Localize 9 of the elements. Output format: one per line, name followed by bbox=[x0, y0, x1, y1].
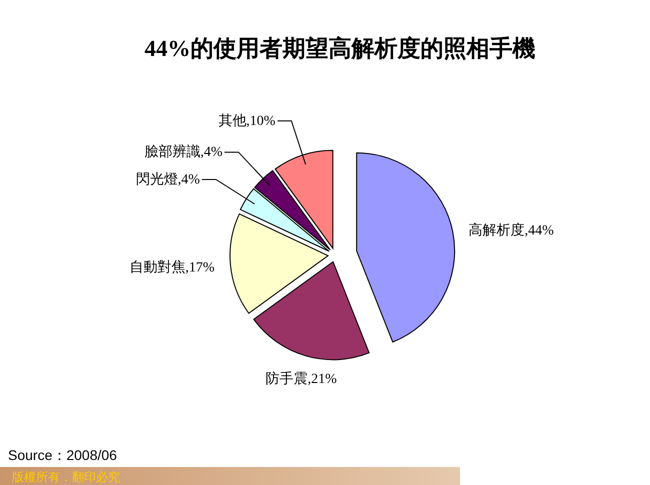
slice-label: 高解析度,44% bbox=[468, 222, 554, 239]
text: 版權所有．翻印必究 bbox=[12, 470, 120, 484]
slice-label: 其他,10% bbox=[218, 112, 276, 129]
slice-label: 閃光燈,4% bbox=[136, 171, 200, 188]
slice-label: 自動對焦,17% bbox=[129, 259, 215, 276]
slice-label: 臉部辨識,4% bbox=[144, 144, 223, 160]
source-note: Source：2008/06 bbox=[8, 447, 118, 463]
chart-title: 44%的使用者期望高解析度的照相手機 bbox=[144, 35, 536, 61]
slice-label: 防手震,21% bbox=[266, 371, 338, 388]
